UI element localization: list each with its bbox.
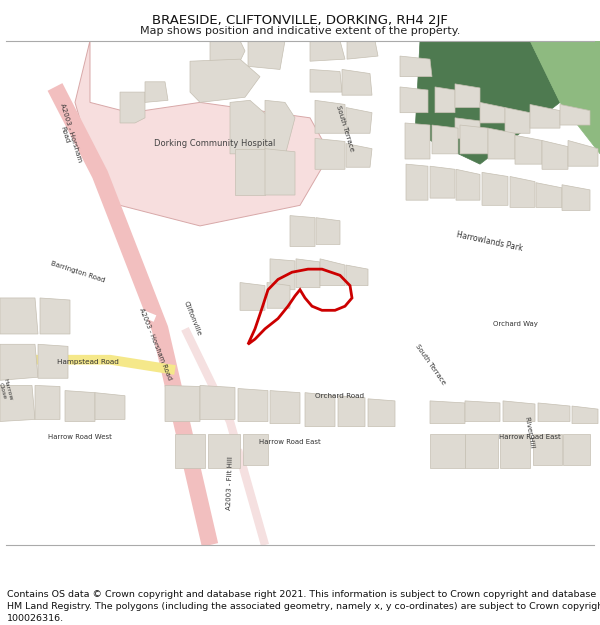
Polygon shape	[503, 401, 535, 421]
Polygon shape	[145, 82, 168, 102]
Polygon shape	[488, 128, 515, 159]
Polygon shape	[315, 101, 345, 133]
Polygon shape	[515, 136, 542, 164]
Polygon shape	[35, 386, 60, 419]
Polygon shape	[316, 217, 340, 244]
Text: Harrow
Close: Harrow Close	[0, 378, 13, 403]
Text: Orchard Way: Orchard Way	[493, 321, 538, 327]
Polygon shape	[320, 259, 345, 286]
Polygon shape	[0, 386, 35, 421]
Polygon shape	[190, 59, 260, 102]
Polygon shape	[243, 434, 268, 465]
Polygon shape	[430, 166, 455, 198]
Text: A2003 - Flit Hill: A2003 - Flit Hill	[226, 456, 234, 510]
Polygon shape	[347, 41, 378, 59]
Text: Cliftonville: Cliftonville	[182, 300, 202, 337]
Polygon shape	[200, 386, 235, 419]
Polygon shape	[267, 282, 290, 308]
Text: Barrington Road: Barrington Road	[50, 261, 106, 284]
Polygon shape	[270, 259, 295, 290]
Text: South Terrace: South Terrace	[335, 104, 355, 152]
Text: A2003 - Horsham
Road: A2003 - Horsham Road	[53, 102, 83, 164]
Polygon shape	[270, 391, 300, 424]
Polygon shape	[406, 164, 428, 200]
Polygon shape	[368, 399, 395, 427]
Polygon shape	[248, 41, 285, 69]
Text: Harrow Road West: Harrow Road West	[48, 434, 112, 440]
Text: South Terrace: South Terrace	[414, 344, 446, 386]
Polygon shape	[465, 401, 500, 421]
Text: A2003 - Horsham Road: A2003 - Horsham Road	[138, 308, 172, 381]
Polygon shape	[530, 104, 560, 128]
Polygon shape	[238, 389, 268, 421]
Polygon shape	[305, 392, 335, 427]
Polygon shape	[120, 92, 145, 123]
Polygon shape	[40, 298, 70, 334]
Polygon shape	[572, 406, 598, 424]
Polygon shape	[400, 87, 428, 112]
Polygon shape	[208, 434, 240, 468]
Polygon shape	[415, 41, 560, 164]
Polygon shape	[400, 56, 432, 77]
Polygon shape	[310, 69, 342, 92]
Polygon shape	[538, 403, 570, 421]
Text: Harrow Road East: Harrow Road East	[499, 434, 561, 440]
Polygon shape	[460, 125, 488, 154]
Polygon shape	[346, 265, 368, 286]
Polygon shape	[465, 434, 498, 468]
Polygon shape	[210, 41, 245, 61]
Polygon shape	[0, 298, 38, 334]
Text: Harrowlands Park: Harrowlands Park	[456, 230, 524, 253]
Polygon shape	[240, 282, 265, 310]
Polygon shape	[165, 386, 200, 421]
Polygon shape	[568, 141, 598, 166]
Polygon shape	[315, 138, 345, 169]
Polygon shape	[65, 391, 95, 421]
Polygon shape	[455, 118, 480, 138]
Polygon shape	[560, 104, 590, 125]
Polygon shape	[290, 216, 315, 246]
Polygon shape	[405, 123, 430, 159]
Polygon shape	[0, 344, 38, 380]
Polygon shape	[430, 401, 465, 424]
Polygon shape	[230, 101, 270, 154]
Polygon shape	[563, 434, 590, 465]
Text: Orchard Road: Orchard Road	[316, 392, 365, 399]
Polygon shape	[533, 434, 562, 465]
Polygon shape	[265, 101, 295, 156]
Polygon shape	[455, 84, 480, 107]
Text: Map shows position and indicative extent of the property.: Map shows position and indicative extent…	[140, 26, 460, 36]
Text: Contains OS data © Crown copyright and database right 2021. This information is : Contains OS data © Crown copyright and d…	[7, 590, 600, 623]
Polygon shape	[536, 182, 562, 208]
Text: Harrow Road East: Harrow Road East	[259, 439, 321, 445]
Text: BRAESIDE, CLIFTONVILLE, DORKING, RH4 2JF: BRAESIDE, CLIFTONVILLE, DORKING, RH4 2JF	[152, 14, 448, 27]
Polygon shape	[342, 69, 372, 95]
Text: River Hill: River Hill	[524, 416, 536, 447]
Polygon shape	[500, 434, 530, 468]
Polygon shape	[235, 149, 265, 195]
Polygon shape	[346, 144, 372, 168]
Polygon shape	[310, 41, 345, 61]
Polygon shape	[75, 41, 330, 226]
Polygon shape	[480, 102, 505, 123]
Polygon shape	[38, 344, 68, 378]
Polygon shape	[95, 392, 125, 419]
Polygon shape	[435, 87, 455, 112]
Polygon shape	[510, 176, 535, 208]
Polygon shape	[265, 149, 295, 195]
Polygon shape	[542, 141, 568, 169]
Text: Dorking Community Hospital: Dorking Community Hospital	[154, 139, 275, 148]
Polygon shape	[530, 41, 600, 154]
Polygon shape	[456, 169, 480, 200]
Polygon shape	[338, 396, 365, 427]
Text: Hampstead Road: Hampstead Road	[57, 359, 119, 365]
Polygon shape	[296, 259, 320, 288]
Polygon shape	[432, 125, 458, 154]
Polygon shape	[562, 185, 590, 211]
Polygon shape	[175, 434, 205, 468]
Polygon shape	[505, 107, 530, 133]
Polygon shape	[346, 107, 372, 133]
Polygon shape	[430, 434, 465, 468]
Polygon shape	[482, 173, 508, 206]
